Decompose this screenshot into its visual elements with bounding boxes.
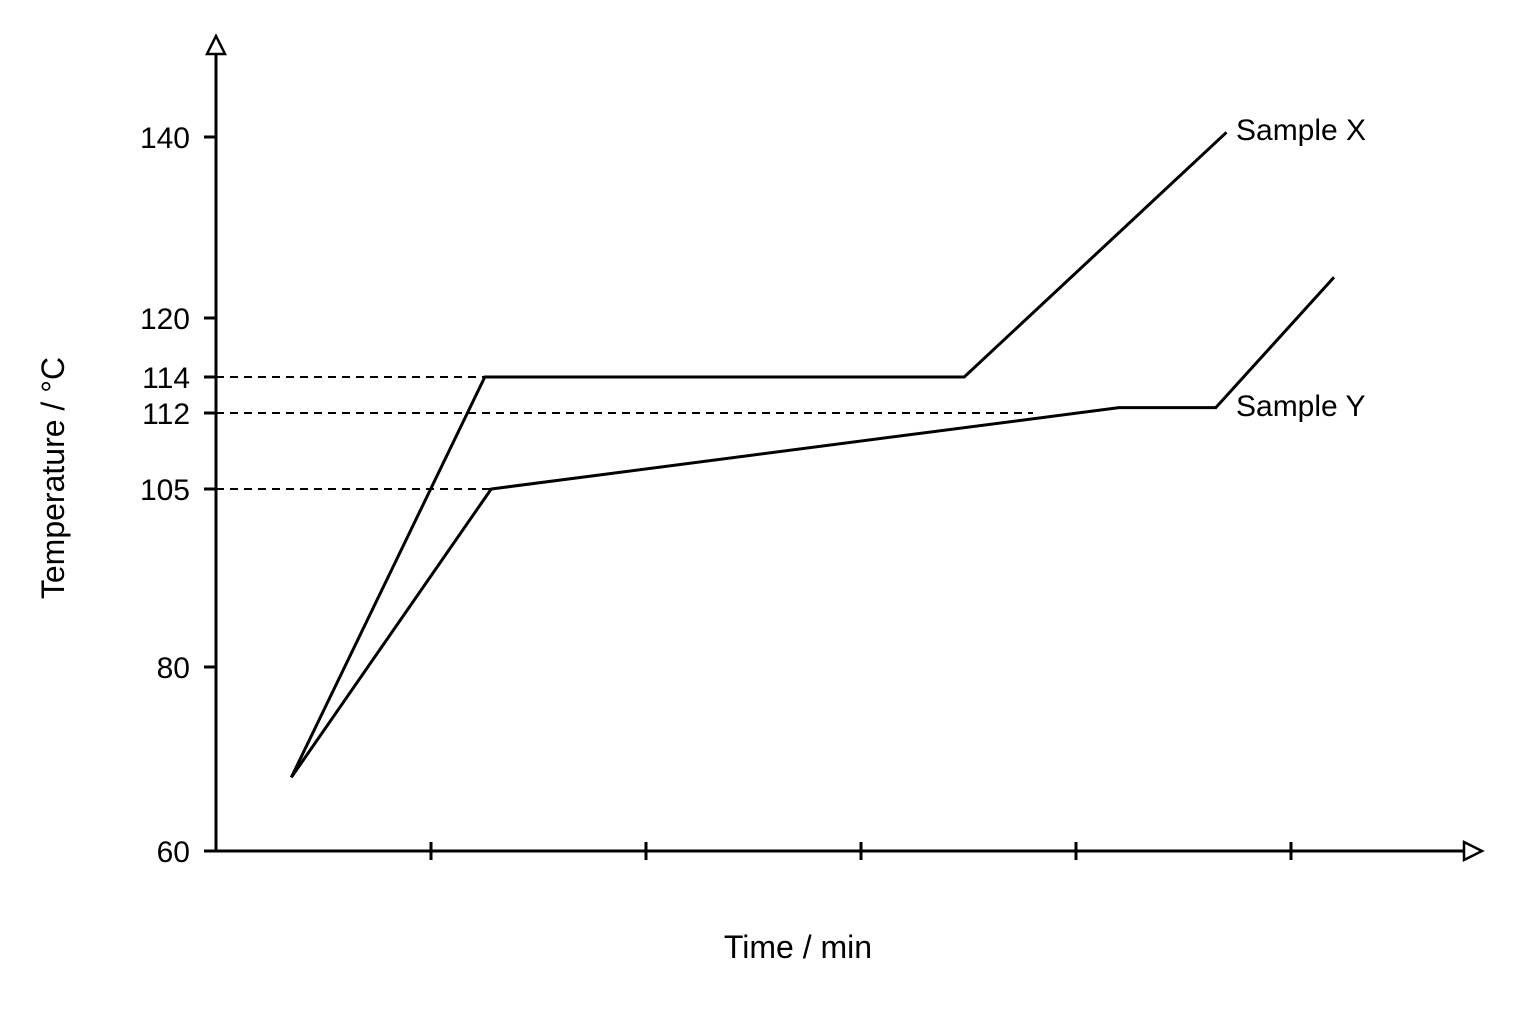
- x-axis-title: Time / min: [724, 929, 872, 965]
- series-line-sample-y: [290, 276, 1336, 779]
- y-tick-label: 120: [140, 303, 190, 336]
- series-label-sample-y: Sample Y: [1236, 390, 1366, 423]
- y-axis-title: Temperature / °C: [35, 357, 71, 599]
- series-line-sample-x: [289, 131, 1228, 779]
- y-tick-label: 80: [157, 652, 190, 685]
- y-tick-label: 114: [142, 362, 190, 395]
- y-tick-label: 105: [140, 474, 190, 507]
- axes-layer: [204, 33, 1485, 863]
- y-tick-label: 112: [142, 398, 190, 431]
- y-tick-label: 140: [140, 122, 190, 155]
- y-axis-arrow: [204, 33, 228, 56]
- reference-lines: [216, 376, 1033, 490]
- y-tick-label: 60: [157, 836, 190, 869]
- series-layer: [289, 131, 1336, 779]
- series-label-sample-x: Sample X: [1236, 114, 1366, 147]
- x-axis-arrow: [1462, 839, 1485, 863]
